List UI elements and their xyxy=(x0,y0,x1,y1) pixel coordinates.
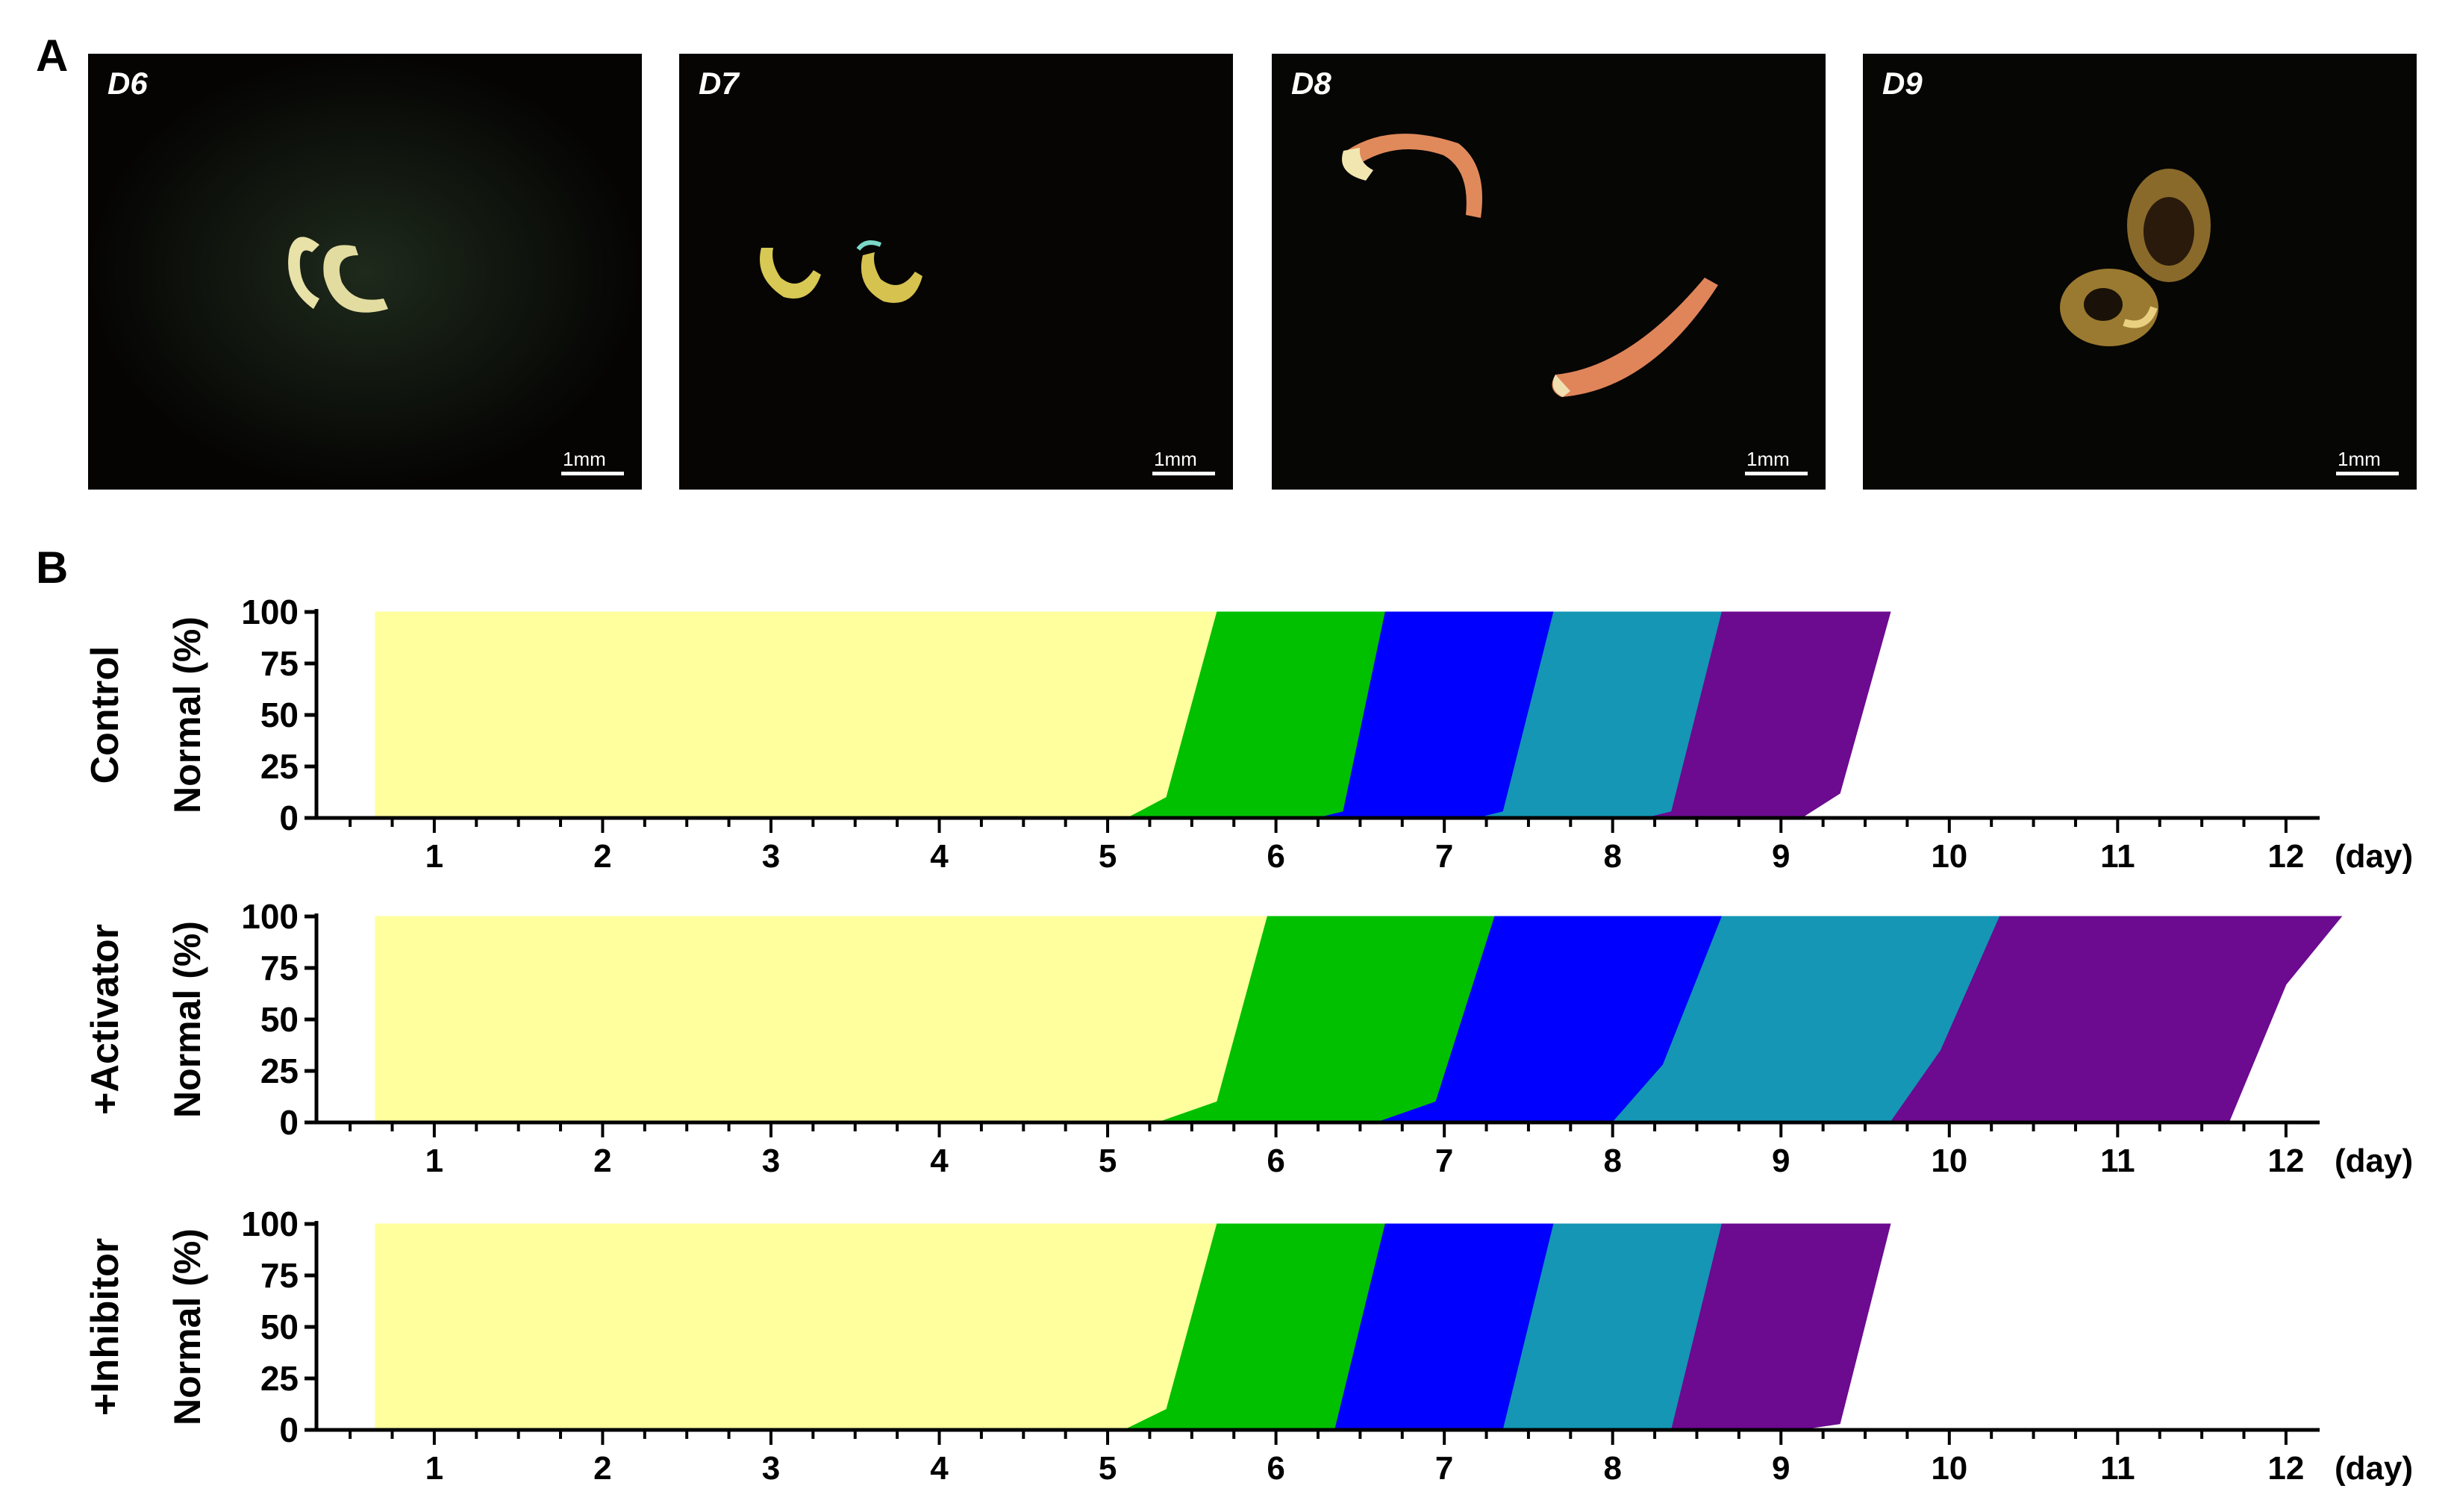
x-tick-label: 7 xyxy=(1435,1143,1453,1179)
y-tick-label: 25 xyxy=(260,1052,299,1090)
x-tick-label: 9 xyxy=(1772,1450,1790,1487)
x-tick-label: 4 xyxy=(930,838,949,875)
y-axis-title: Normal (%) xyxy=(166,616,208,813)
y-tick-label: 100 xyxy=(241,1205,299,1243)
y-tick-label: 75 xyxy=(260,949,299,987)
day-label-d6: D6 xyxy=(107,66,148,101)
y-axis-title: Normal (%) xyxy=(166,1228,208,1425)
y-tick-label: 25 xyxy=(260,747,299,786)
panel-b-letter: B xyxy=(36,543,69,593)
stage-area-1 xyxy=(375,1223,1218,1431)
x-tick-label: 2 xyxy=(593,1143,611,1179)
y-tick-label: 75 xyxy=(260,644,299,683)
y-tick-label: 25 xyxy=(260,1359,299,1398)
photo-d8: D8 1mm xyxy=(1272,54,1826,490)
x-tick-label: 6 xyxy=(1267,1450,1284,1487)
scale-label-d8: 1mm xyxy=(1746,448,1790,470)
x-tick-label: 12 xyxy=(2267,1450,2304,1487)
x-tick-label: 4 xyxy=(930,1450,949,1487)
y-tick-label: 100 xyxy=(241,593,299,631)
larvae-image-d7 xyxy=(679,54,1233,490)
x-tick-label: 4 xyxy=(930,1143,949,1179)
x-tick-label: 10 xyxy=(1931,838,1967,875)
x-tick-label: 8 xyxy=(1603,838,1621,875)
condition-label: Control xyxy=(84,646,127,784)
x-tick-label: 10 xyxy=(1931,1450,1967,1487)
y-tick-label: 0 xyxy=(279,799,299,837)
x-unit-label: (day) xyxy=(2335,1143,2413,1179)
y-axis-title: Normal (%) xyxy=(166,921,208,1118)
y-tick-label: 50 xyxy=(260,696,299,734)
x-unit-label: (day) xyxy=(2335,838,2413,875)
photo-d6: D6 1mm xyxy=(88,54,642,490)
x-tick-label: 5 xyxy=(1099,1143,1117,1179)
x-tick-label: 7 xyxy=(1435,1450,1453,1487)
x-tick-label: 11 xyxy=(2100,838,2135,875)
scale-bar-d8 xyxy=(1745,472,1808,475)
stage-area-1 xyxy=(375,916,1268,1123)
scale-bar-d9 xyxy=(2336,472,2399,475)
x-tick-label: 10 xyxy=(1931,1143,1967,1179)
x-tick-label: 11 xyxy=(2100,1450,2135,1487)
panel-a-letter: A xyxy=(36,31,69,81)
x-tick-label: 5 xyxy=(1099,1450,1117,1487)
x-tick-label: 2 xyxy=(593,1450,611,1487)
stage-area-1 xyxy=(375,611,1218,819)
x-tick-label: 3 xyxy=(762,1143,780,1179)
scale-bar-d7 xyxy=(1152,472,1215,475)
x-tick-label: 1 xyxy=(425,1143,443,1179)
x-tick-label: 2 xyxy=(593,838,611,875)
y-tick-label: 100 xyxy=(241,897,299,936)
day-label-d7: D7 xyxy=(699,66,739,101)
day-label-d9: D9 xyxy=(1882,66,1923,101)
condition-label: +Activator xyxy=(84,924,127,1115)
x-tick-label: 1 xyxy=(425,838,443,875)
larvae-image-d6 xyxy=(88,54,642,490)
scale-bar-d6 xyxy=(561,472,624,475)
x-tick-label: 3 xyxy=(762,838,780,875)
x-tick-label: 9 xyxy=(1772,1143,1790,1179)
x-tick-label: 9 xyxy=(1772,838,1790,875)
y-tick-label: 50 xyxy=(260,1000,299,1039)
x-unit-label: (day) xyxy=(2335,1450,2413,1487)
photo-d9: D9 1mm xyxy=(1863,54,2417,490)
x-tick-label: 11 xyxy=(2100,1143,2135,1179)
x-tick-label: 7 xyxy=(1435,838,1453,875)
x-tick-label: 3 xyxy=(762,1450,780,1487)
x-tick-label: 5 xyxy=(1099,838,1117,875)
x-tick-label: 8 xyxy=(1603,1143,1621,1179)
y-tick-label: 0 xyxy=(279,1411,299,1449)
y-tick-label: 0 xyxy=(279,1103,299,1142)
condition-label: +Inhibitor xyxy=(84,1238,127,1416)
x-tick-label: 6 xyxy=(1267,1143,1284,1179)
larvae-image-d9 xyxy=(1863,54,2417,490)
scale-label-d7: 1mm xyxy=(1154,448,1197,470)
scale-label-d6: 1mm xyxy=(563,448,606,470)
scale-label-d9: 1mm xyxy=(2338,448,2381,470)
larvae-image-d8 xyxy=(1272,54,1826,490)
y-tick-label: 50 xyxy=(260,1308,299,1346)
day-label-d8: D8 xyxy=(1291,66,1331,101)
x-tick-label: 1 xyxy=(425,1450,443,1487)
x-tick-label: 12 xyxy=(2267,838,2304,875)
photo-d7: D7 1mm xyxy=(679,54,1233,490)
x-tick-label: 8 xyxy=(1603,1450,1621,1487)
x-tick-label: 6 xyxy=(1267,838,1284,875)
y-tick-label: 75 xyxy=(260,1256,299,1295)
x-tick-label: 12 xyxy=(2267,1143,2304,1179)
